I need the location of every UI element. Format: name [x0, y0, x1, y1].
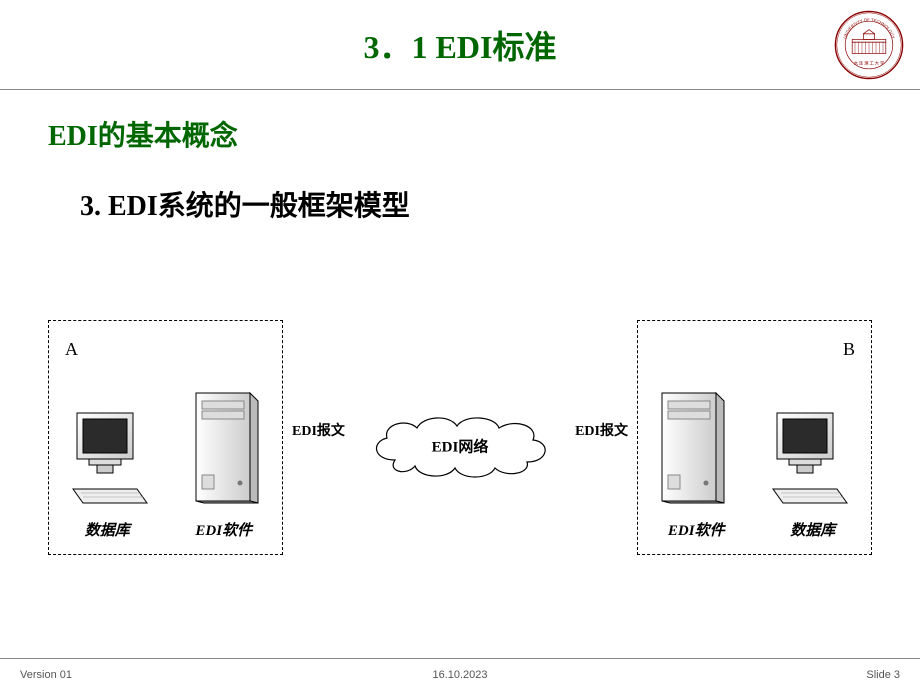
box-b-label: B	[843, 339, 855, 360]
msg-label-right: EDI报文	[575, 420, 628, 440]
diagram-box-b: B	[637, 320, 872, 555]
diagram: A	[48, 320, 872, 590]
box-b-captions: EDI软件 数据库	[638, 519, 871, 540]
footer-date: 16.10.2023	[432, 669, 487, 681]
footer-slide: Slide 3	[866, 669, 900, 681]
university-logo: UNIVERSITY OF TECHNOLOGY 大 连 理 工 大 学	[834, 10, 904, 80]
box-a-captions: 数据库 EDI软件	[49, 519, 282, 540]
computer-icon	[71, 411, 149, 510]
page-title: 3．1 EDI标准	[364, 22, 557, 68]
content-area: EDI的基本概念 3. EDI系统的一般框架模型 A	[0, 90, 920, 590]
caption-edi-software: EDI软件	[166, 519, 283, 540]
svg-text:大 连 理 工 大 学: 大 连 理 工 大 学	[854, 60, 884, 67]
caption-database: 数据库	[49, 519, 166, 540]
footer: Version 01 16.10.2023 Slide 3	[0, 658, 920, 690]
caption-database: 数据库	[755, 519, 872, 540]
subtitle: EDI的基本概念	[48, 114, 872, 154]
cloud: EDI网络	[365, 412, 555, 482]
section-heading: 3. EDI系统的一般框架模型	[80, 184, 872, 224]
box-b-icons	[638, 391, 871, 510]
msg-label-left: EDI报文	[292, 420, 345, 440]
footer-version: Version 01	[20, 669, 72, 681]
server-icon	[194, 391, 260, 510]
computer-icon	[771, 411, 849, 510]
title-bar: 3．1 EDI标准 UNIVERSITY OF TECHNOLOGY 大 连	[0, 0, 920, 90]
diagram-box-a: A	[48, 320, 283, 555]
cloud-label: EDI网络	[432, 435, 489, 456]
box-a-label: A	[65, 339, 78, 360]
box-a-icons	[49, 391, 282, 510]
caption-edi-software: EDI软件	[638, 519, 755, 540]
server-icon	[660, 391, 726, 510]
